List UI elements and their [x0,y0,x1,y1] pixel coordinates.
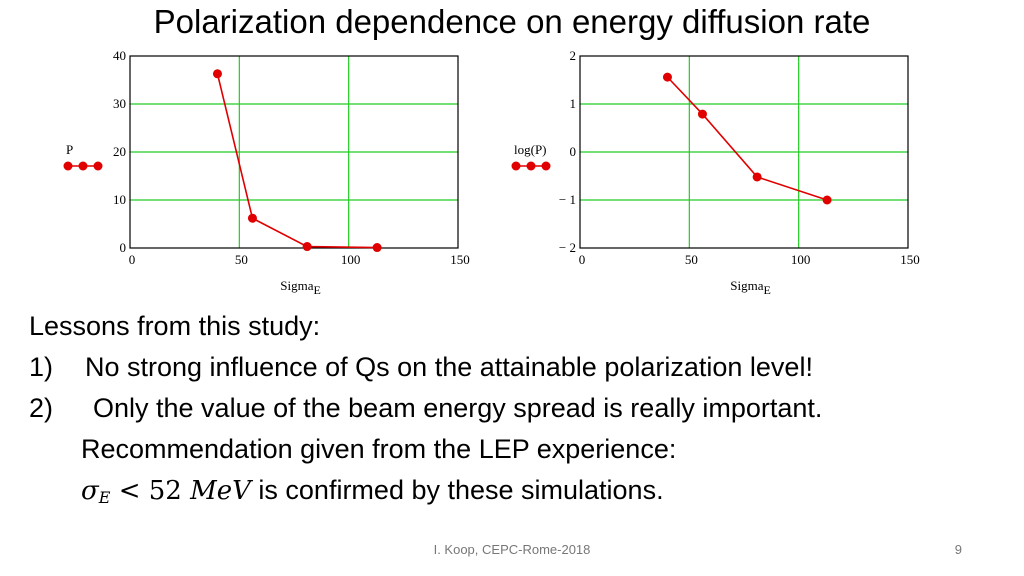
x-tick-label: 50 [685,252,698,267]
y-tick-label: 2 [570,48,577,63]
math-unit: MeV [190,476,251,506]
legend-marker [63,161,73,171]
x-tick-label: 50 [235,252,248,267]
data-point [697,109,707,119]
y-tick-label: − 1 [559,192,576,207]
page-number: 9 [954,542,962,557]
x-axis-label: SigmaE [280,278,321,297]
data-point [212,69,222,79]
lesson-number: 1) [29,352,54,382]
lesson-text: Only the value of the beam energy spread… [93,393,823,423]
y-tick-label: − 2 [559,240,576,255]
chart-polarization: 0 50 100 150 0 10 20 30 40 SigmaE P [60,44,480,297]
y-tick-label: 40 [113,48,126,63]
lesson-item-1: 1) No strong influence of Qs on the attai… [29,347,1009,388]
y-tick-label: 0 [570,144,577,159]
lesson-number: 2) [29,393,54,423]
x-tick-label: 0 [579,252,586,267]
data-point [752,172,762,182]
lessons-heading: Lessons from this study: [29,311,321,341]
sigma-symbol: σE [81,476,111,507]
math-relation: < 52 [110,476,191,506]
lesson-item-2: 2) Only the value of the beam energy spre… [29,388,1009,429]
series-line [666,76,828,201]
lessons-block: Lessons from this study: 1) No strong inf… [29,306,1009,518]
x-tick-label: 150 [450,252,470,267]
series-line [216,73,378,249]
plot-frame [579,55,909,249]
x-tick-label: 100 [791,252,811,267]
legend-marker [511,161,521,171]
confirmation-text: is confirmed by these simulations. [250,475,664,505]
chart-log-polarization: 0 50 100 150 − 2 − 1 0 1 2 SigmaE log(P) [510,44,930,297]
data-point [822,195,832,205]
y-tick-label: 0 [120,240,127,255]
legend-marker [541,161,551,171]
lesson-text: No strong influence of Qs on the attaina… [85,352,813,382]
y-tick-label: 1 [570,96,577,111]
x-tick-label: 150 [900,252,920,267]
y-axis-label: P [66,142,73,157]
data-point [302,242,312,252]
x-tick-label: 100 [341,252,361,267]
x-tick-label: 0 [129,252,136,267]
plot-frame [129,55,459,249]
data-point [662,72,672,82]
chart-svg: 0 50 100 150 0 10 20 30 40 SigmaE P [63,48,470,297]
legend-marker [78,161,88,171]
legend-marker [526,161,536,171]
legend-marker [93,161,103,171]
y-tick-label: 10 [113,192,126,207]
confirmation-line: σE < 52 MeV is confirmed by these simula… [29,470,1009,518]
data-point [372,243,382,253]
recommendation-line: Recommendation given from the LEP experi… [81,434,677,464]
y-tick-label: 20 [113,144,126,159]
footer-text: I. Koop, CEPC-Rome-2018 [433,542,591,557]
data-point [247,213,257,223]
chart-svg: 0 50 100 150 − 2 − 1 0 1 2 SigmaE log(P) [511,48,920,297]
x-axis-label: SigmaE [730,278,771,297]
slide-title: Polarization dependence on energy diffus… [153,3,871,40]
y-axis-label: log(P) [514,142,547,157]
y-tick-label: 30 [113,96,126,111]
